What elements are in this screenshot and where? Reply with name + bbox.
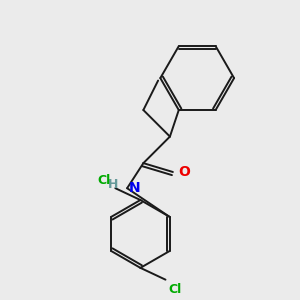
Text: Cl: Cl bbox=[98, 174, 111, 187]
Text: O: O bbox=[178, 165, 190, 179]
Text: N: N bbox=[128, 181, 140, 195]
Text: Cl: Cl bbox=[168, 283, 182, 296]
Text: H: H bbox=[108, 178, 118, 191]
